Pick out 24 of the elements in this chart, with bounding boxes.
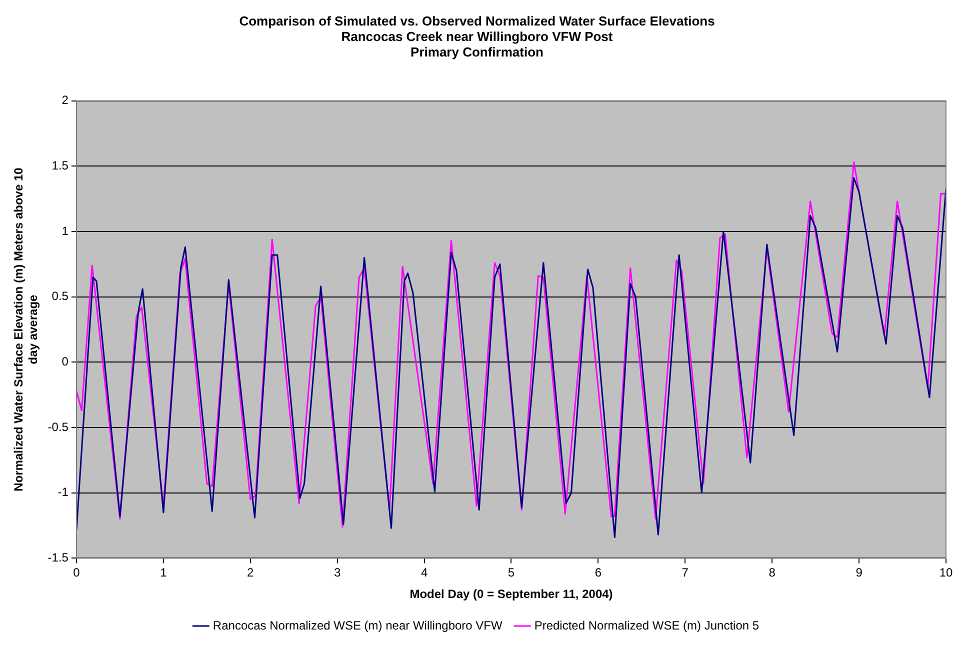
legend-label: Rancocas Normalized WSE (m) near Willingboro VFW [212, 618, 504, 632]
x-tick-label: 0 [73, 566, 80, 580]
y-tick-label: -1.5 [48, 550, 69, 565]
x-tick-label: 4 [420, 566, 428, 580]
y-tick-label: -1 [58, 485, 69, 500]
legend-label: Predicted Normalized WSE (m) Junction 5 [534, 618, 760, 632]
x-tick-label: 5 [508, 566, 515, 580]
x-tick-label: 8 [768, 566, 776, 580]
x-tick-label: 10 [939, 566, 953, 580]
y-tick-label: 0 [62, 354, 69, 368]
x-tick-label: 1 [160, 566, 168, 580]
x-tick-label: 2 [247, 566, 254, 580]
x-tick-label: 9 [856, 566, 863, 580]
x-axis-title: Model Day (0 = September 11, 2004) [410, 587, 613, 602]
y-axis-title: Normalized Water Surface Elevation (m) Meters above 10 day average [12, 167, 40, 492]
chart-title: Comparison of Simulated vs. Observed Normalized Water Surface Elevations Rancocas Creek near Willingboro VFW Post Primary Confirmation [239, 13, 715, 60]
x-tick-label: 7 [682, 566, 689, 580]
y-tick-label: 1 [62, 224, 69, 238]
x-tick-label: 3 [334, 566, 341, 580]
y-tick-label: -0.5 [48, 420, 69, 434]
x-tick-label: 6 [594, 566, 602, 580]
y-tick-label: 1.5 [52, 158, 69, 172]
y-tick-label: 2 [62, 93, 69, 108]
y-tick-label: 0.5 [52, 289, 69, 304]
